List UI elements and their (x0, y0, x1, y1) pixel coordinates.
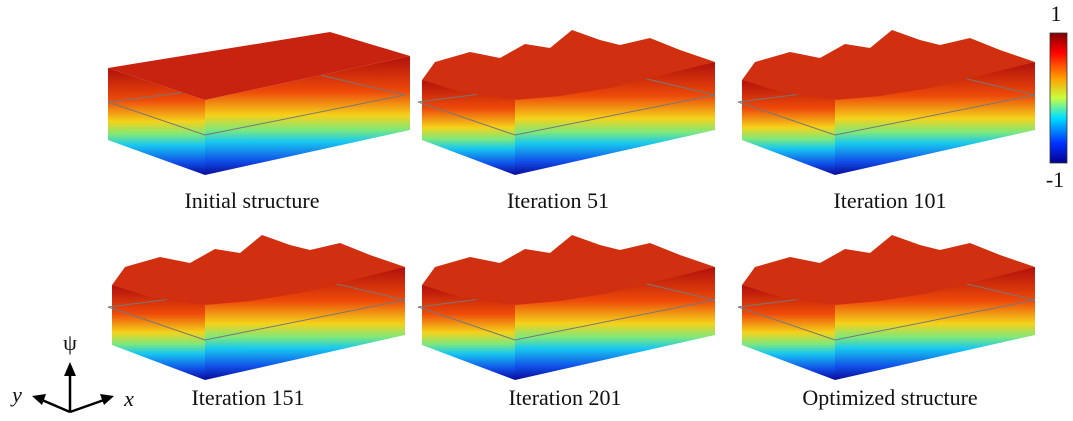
axis-triad (32, 362, 114, 412)
figure: Initial structure Iteration 51 Iteration… (0, 0, 1073, 421)
panel-label: Initial structure (184, 188, 319, 213)
surface (418, 30, 715, 175)
panel-label: Optimized structure (802, 385, 977, 410)
surface (108, 235, 405, 380)
panel-label: Iteration 201 (508, 385, 621, 410)
surface (738, 235, 1035, 380)
axis-label: ψ (63, 330, 77, 355)
axis-label: y (10, 382, 22, 407)
panel-label: Iteration 51 (507, 188, 609, 213)
panel-label: Iteration 101 (833, 188, 946, 213)
panel-label: Iteration 151 (191, 385, 304, 410)
colorbar (1050, 33, 1067, 163)
colorbar-min: -1 (1046, 167, 1064, 192)
axis-label: x (123, 386, 134, 411)
surface (738, 30, 1035, 175)
colorbar-max: 1 (1051, 1, 1062, 26)
surface (108, 32, 410, 175)
surface (418, 235, 715, 380)
